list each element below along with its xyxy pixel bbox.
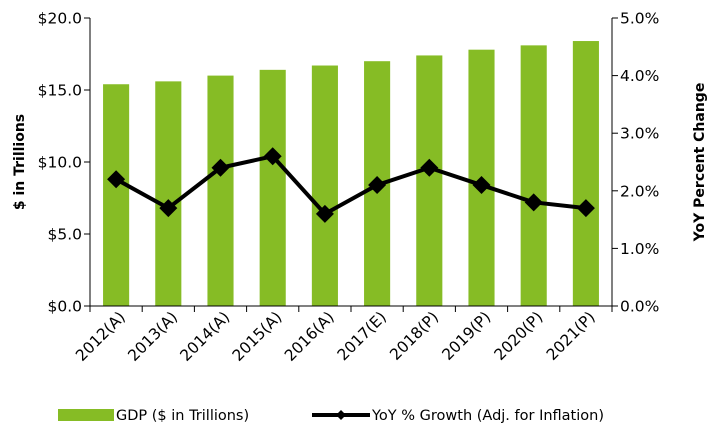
y-right-tick-label: 3.0%	[620, 125, 659, 143]
legend-line-label: YoY % Growth (Adj. for Inflation)	[371, 408, 604, 424]
yoy-growth-point	[211, 158, 230, 177]
gdp-bar	[207, 75, 234, 306]
yoy-growth-point	[159, 199, 178, 218]
x-tick-label: 2020(P)	[491, 308, 547, 364]
x-tick-label: 2016(A)	[281, 308, 338, 365]
x-tick-label: 2017(E)	[334, 308, 390, 364]
yoy-growth-point	[420, 158, 439, 177]
y-left-tick-label: $5.0	[47, 226, 82, 244]
y-left-axis-title: $ in Trillions	[12, 114, 28, 210]
x-tick-label: 2015(A)	[229, 308, 286, 365]
yoy-growth-point	[107, 170, 126, 189]
y-right-tick-label: 2.0%	[620, 182, 659, 200]
x-tick-label: 2013(A)	[124, 308, 181, 365]
y-right-tick-label: 0.0%	[620, 298, 659, 316]
y-right-axis-title: YoY Percent Change	[692, 83, 708, 243]
yoy-growth-point	[524, 193, 543, 212]
gdp-bar	[572, 41, 599, 306]
gdp-bar	[103, 84, 130, 307]
y-left-tick-label: $20.0	[38, 10, 82, 28]
yoy-growth-line	[115, 154, 587, 216]
gdp-bar	[416, 55, 443, 306]
yoy-growth-point	[263, 147, 282, 166]
y-right-tick-label: 1.0%	[620, 240, 659, 258]
x-tick-label: 2018(P)	[386, 308, 442, 364]
yoy-growth-point	[472, 176, 491, 195]
gdp-bar	[259, 69, 286, 306]
y-right-tick-label: 5.0%	[620, 10, 659, 28]
gdp-bar	[155, 81, 182, 306]
gdp-bar	[520, 45, 547, 307]
legend-bar-swatch	[58, 409, 114, 421]
y-left-tick-label: $0.0	[47, 298, 82, 316]
x-tick-label: 2021(P)	[543, 308, 599, 364]
legend-bar-label: GDP ($ in Trillions)	[116, 408, 249, 424]
x-tick-label: 2012(A)	[72, 308, 129, 365]
yoy-growth-point	[576, 199, 595, 218]
y-left-tick-label: $10.0	[38, 154, 82, 172]
y-right-tick-label: 4.0%	[620, 67, 659, 85]
x-tick-label: 2019(P)	[439, 308, 495, 364]
legend: GDP ($ in Trillions) YoY % Growth (Adj. …	[58, 408, 604, 424]
bars-layer	[103, 41, 599, 307]
x-tick-label: 2014(A)	[177, 308, 234, 365]
yoy-growth-point	[315, 204, 334, 223]
yoy-growth-point	[368, 176, 387, 195]
legend-line-marker	[336, 410, 346, 420]
line-layer	[107, 147, 595, 223]
y-left-tick-label: $15.0	[38, 82, 82, 100]
gdp-bar	[311, 65, 338, 307]
